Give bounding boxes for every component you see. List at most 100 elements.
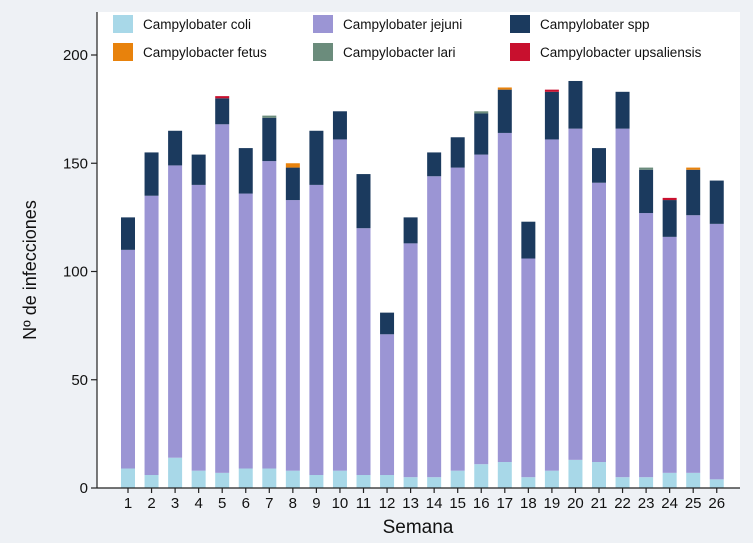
bar-segment-2-series-1 — [144, 475, 159, 488]
bar-segment-3-series-3 — [168, 130, 183, 166]
bar-segment-20-series-3 — [568, 80, 583, 129]
y-tick-label: 100 — [63, 264, 88, 281]
x-tick-label: 17 — [496, 495, 513, 512]
bar-segment-16-series-2 — [474, 154, 489, 465]
bar-segment-8-series-3 — [285, 167, 300, 201]
bar-segment-8-series-4 — [285, 163, 300, 168]
bar-segment-12-series-3 — [380, 312, 395, 335]
bar-segment-15-series-2 — [450, 167, 465, 471]
bar-segment-10-series-2 — [332, 139, 347, 471]
bar-segment-18-series-1 — [521, 477, 536, 488]
bar-segment-9-series-2 — [309, 184, 324, 476]
bar-segment-16-series-1 — [474, 464, 489, 488]
legend-swatch — [510, 15, 530, 33]
bar-segment-5-series-3 — [215, 98, 230, 125]
bar-segment-13-series-2 — [403, 243, 418, 478]
bar-segment-6-series-2 — [238, 193, 253, 469]
x-tick-label: 18 — [520, 495, 537, 512]
x-tick-label: 19 — [544, 495, 561, 512]
bar-segment-2-series-2 — [144, 195, 159, 476]
bar-segment-1-series-3 — [121, 217, 135, 250]
x-tick-label: 23 — [638, 495, 655, 512]
bar-segment-10-series-1 — [332, 470, 347, 488]
bar-segment-24-series-1 — [662, 472, 677, 488]
x-tick-label: 4 — [194, 495, 202, 512]
x-tick-label: 7 — [265, 495, 273, 512]
x-tick-label: 6 — [242, 495, 250, 512]
bar-segment-22-series-1 — [615, 477, 630, 488]
legend-swatch — [113, 15, 133, 33]
bar-segment-9-series-3 — [309, 130, 324, 185]
bar-segment-23-series-3 — [639, 169, 654, 214]
x-tick-label: 5 — [218, 495, 226, 512]
bar-segment-26-series-3 — [709, 180, 724, 224]
bar-segment-8-series-1 — [285, 470, 300, 488]
bar-segment-17-series-3 — [497, 89, 512, 133]
legend-label: Campylobater spp — [540, 17, 650, 32]
legend-label: Campylobater jejuni — [343, 17, 462, 32]
bar-segment-11-series-3 — [356, 174, 371, 229]
x-tick-label: 21 — [591, 495, 608, 512]
bar-segment-19-series-6 — [544, 89, 559, 92]
bar-segment-17-series-4 — [497, 87, 512, 90]
legend-label: Campylobacter lari — [343, 45, 456, 60]
bar-segment-21-series-1 — [592, 462, 606, 488]
x-tick-label: 1 — [124, 495, 132, 512]
legend-swatch — [113, 43, 133, 61]
legend: Campylobater coli Campylobater jejuni Camp… — [113, 15, 702, 61]
x-tick-label: 9 — [312, 495, 320, 512]
bar-segment-15-series-3 — [450, 137, 465, 168]
x-tick-label: 26 — [708, 495, 725, 512]
x-tick-label: 20 — [567, 495, 584, 512]
bar-segment-3-series-1 — [168, 457, 183, 488]
bar-segment-25-series-3 — [686, 169, 701, 216]
bar-segment-1-series-2 — [121, 249, 135, 469]
bar-segment-3-series-2 — [168, 165, 183, 458]
bar-segment-18-series-3 — [521, 221, 536, 259]
bar-segment-25-series-1 — [686, 472, 701, 488]
x-tick-label: 11 — [356, 495, 372, 512]
bar-segment-12-series-1 — [380, 475, 395, 488]
bars — [121, 80, 724, 488]
bar-segment-25-series-2 — [686, 215, 701, 473]
bar-segment-13-series-1 — [403, 477, 418, 488]
bar-segment-7-series-5 — [262, 115, 277, 118]
bar-segment-24-series-2 — [662, 236, 677, 473]
bar-segment-25-series-4 — [686, 167, 701, 170]
bar-segment-11-series-2 — [356, 228, 371, 476]
bar-segment-8-series-2 — [285, 200, 300, 471]
x-tick-label: 12 — [379, 495, 396, 512]
bar-segment-22-series-3 — [615, 91, 630, 129]
x-tick-label: 8 — [289, 495, 297, 512]
bar-segment-21-series-2 — [592, 182, 606, 463]
bar-segment-13-series-3 — [403, 217, 418, 244]
y-tick-label: 50 — [71, 372, 88, 389]
bar-segment-7-series-2 — [262, 161, 277, 469]
bar-segment-2-series-3 — [144, 152, 159, 196]
bar-segment-9-series-1 — [309, 475, 324, 488]
x-tick-label: 14 — [426, 495, 443, 512]
bar-segment-6-series-3 — [238, 148, 253, 194]
bar-segment-14-series-1 — [427, 477, 442, 488]
bar-segment-19-series-2 — [544, 139, 559, 471]
bar-segment-4-series-2 — [191, 184, 206, 471]
bar-segment-19-series-1 — [544, 470, 559, 488]
bar-segment-1-series-1 — [121, 468, 135, 488]
y-tick-label: 150 — [63, 155, 88, 172]
bar-segment-10-series-3 — [332, 111, 347, 140]
bar-segment-16-series-5 — [474, 111, 489, 114]
x-tick-label: 2 — [147, 495, 155, 512]
bar-segment-6-series-1 — [238, 468, 253, 488]
bar-segment-12-series-2 — [380, 334, 395, 476]
x-tick-label: 22 — [614, 495, 631, 512]
bar-segment-23-series-1 — [639, 477, 654, 488]
bar-segment-4-series-3 — [191, 154, 206, 185]
x-tick-label: 10 — [332, 495, 349, 512]
legend-label: Campylobacter upsaliensis — [540, 45, 702, 60]
bar-segment-5-series-1 — [215, 472, 230, 488]
bar-segment-16-series-3 — [474, 113, 489, 155]
x-tick-label: 16 — [473, 495, 490, 512]
